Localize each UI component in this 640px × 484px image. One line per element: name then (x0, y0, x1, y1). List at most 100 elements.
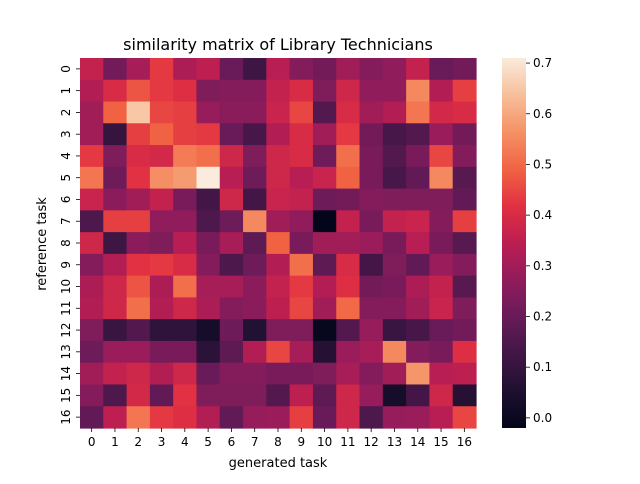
heatmap-cell (219, 166, 244, 190)
heatmap-cell (243, 145, 267, 168)
heatmap-cell (406, 297, 431, 320)
colorbar (502, 58, 526, 428)
heatmap-cell (266, 58, 291, 81)
heatmap-cell (406, 79, 431, 103)
heatmap-cell (196, 145, 221, 168)
heatmap-cell (359, 232, 384, 255)
heatmap-cell (336, 58, 361, 81)
x-tick-label: 14 (410, 435, 425, 449)
heatmap-cell (452, 275, 477, 299)
heatmap-cell (126, 210, 151, 233)
heatmap-cell (336, 340, 361, 364)
y-tick-label: 14 (59, 366, 73, 381)
heatmap-cell (173, 232, 198, 255)
colorbar-tick-label: 0.0 (533, 411, 552, 425)
heatmap-cell (173, 297, 198, 320)
heatmap-cells (80, 58, 477, 429)
heatmap-cell (219, 145, 244, 168)
heatmap-cell (219, 232, 244, 255)
heatmap-cell (452, 210, 477, 233)
heatmap-cell (196, 58, 221, 81)
y-tick-label: 7 (59, 217, 73, 225)
heatmap-cell (406, 166, 431, 190)
y-tick-label: 12 (59, 322, 73, 337)
heatmap-cell (149, 210, 174, 233)
heatmap-cell (80, 123, 104, 146)
heatmap-cell (429, 275, 454, 299)
heatmap-cell (196, 123, 221, 146)
heatmap-cell (173, 340, 198, 364)
heatmap-cell (103, 297, 128, 320)
heatmap-cell (149, 123, 174, 146)
heatmap-cell (406, 188, 431, 211)
x-tick-label: 0 (88, 435, 96, 449)
heatmap-cell (126, 58, 151, 81)
heatmap-cell (196, 232, 221, 255)
heatmap-cell (359, 101, 384, 124)
heatmap-cell (406, 362, 431, 386)
heatmap-cell (289, 319, 314, 342)
heatmap-cell (243, 232, 267, 255)
heatmap-cell (266, 406, 291, 429)
heatmap-cell (80, 101, 104, 124)
heatmap-cell (80, 188, 104, 211)
y-tick-label: 10 (59, 279, 73, 294)
heatmap-cell (80, 297, 104, 320)
heatmap-cell (452, 166, 477, 190)
heatmap-cell (406, 340, 431, 364)
heatmap-cell (336, 253, 361, 277)
heatmap-cell (149, 101, 174, 124)
heatmap-cell (382, 406, 407, 429)
heatmap-cell (80, 319, 104, 342)
heatmap-cell (243, 340, 267, 364)
heatmap-cell (103, 384, 128, 407)
heatmap-cell (266, 101, 291, 124)
heatmap-cell (289, 232, 314, 255)
heatmap-cell (266, 253, 291, 277)
colorbar-tick-label: 0.3 (533, 259, 552, 273)
heatmap-cell (289, 166, 314, 190)
heatmap-cell (452, 58, 477, 81)
heatmap-cell (429, 188, 454, 211)
heatmap-cell (149, 145, 174, 168)
heatmap-cell (406, 232, 431, 255)
heatmap-cell (359, 297, 384, 320)
heatmap-cell (243, 406, 267, 429)
heatmap-cell (149, 166, 174, 190)
heatmap-cell (382, 79, 407, 103)
x-tick-label: 1 (111, 435, 119, 449)
heatmap-cell (196, 79, 221, 103)
heatmap-cell (219, 123, 244, 146)
heatmap-cell (219, 362, 244, 386)
colorbar-tick-label: 0.1 (533, 360, 552, 374)
heatmap-cell (382, 275, 407, 299)
heatmap-cell (243, 297, 267, 320)
heatmap-cell (173, 166, 198, 190)
heatmap-cell (312, 340, 337, 364)
heatmap-cell (103, 188, 128, 211)
heatmap-cell (382, 340, 407, 364)
heatmap-cell (149, 340, 174, 364)
heatmap-cell (312, 384, 337, 407)
heatmap-cell (126, 145, 151, 168)
heatmap-cell (126, 101, 151, 124)
y-tick-label: 4 (59, 152, 73, 160)
heatmap-cell (173, 210, 198, 233)
heatmap-cell (173, 275, 198, 299)
heatmap-cell (243, 319, 267, 342)
heatmap-cell (149, 297, 174, 320)
heatmap-cell (266, 145, 291, 168)
heatmap-cell (243, 384, 267, 407)
heatmap-cell (80, 253, 104, 277)
heatmap-cell (382, 319, 407, 342)
heatmap-cell (452, 101, 477, 124)
heatmap-cell (80, 210, 104, 233)
heatmap-cell (359, 319, 384, 342)
heatmap-cell (289, 384, 314, 407)
heatmap-cell (359, 384, 384, 407)
x-axis-ticks: 0 1 2 3 4 5 6 7 8 9 10 11 12 13 14 15 16 (88, 428, 472, 449)
heatmap-cell (359, 210, 384, 233)
heatmap-cell (266, 297, 291, 320)
heatmap-cell (452, 253, 477, 277)
heatmap-cell (103, 319, 128, 342)
